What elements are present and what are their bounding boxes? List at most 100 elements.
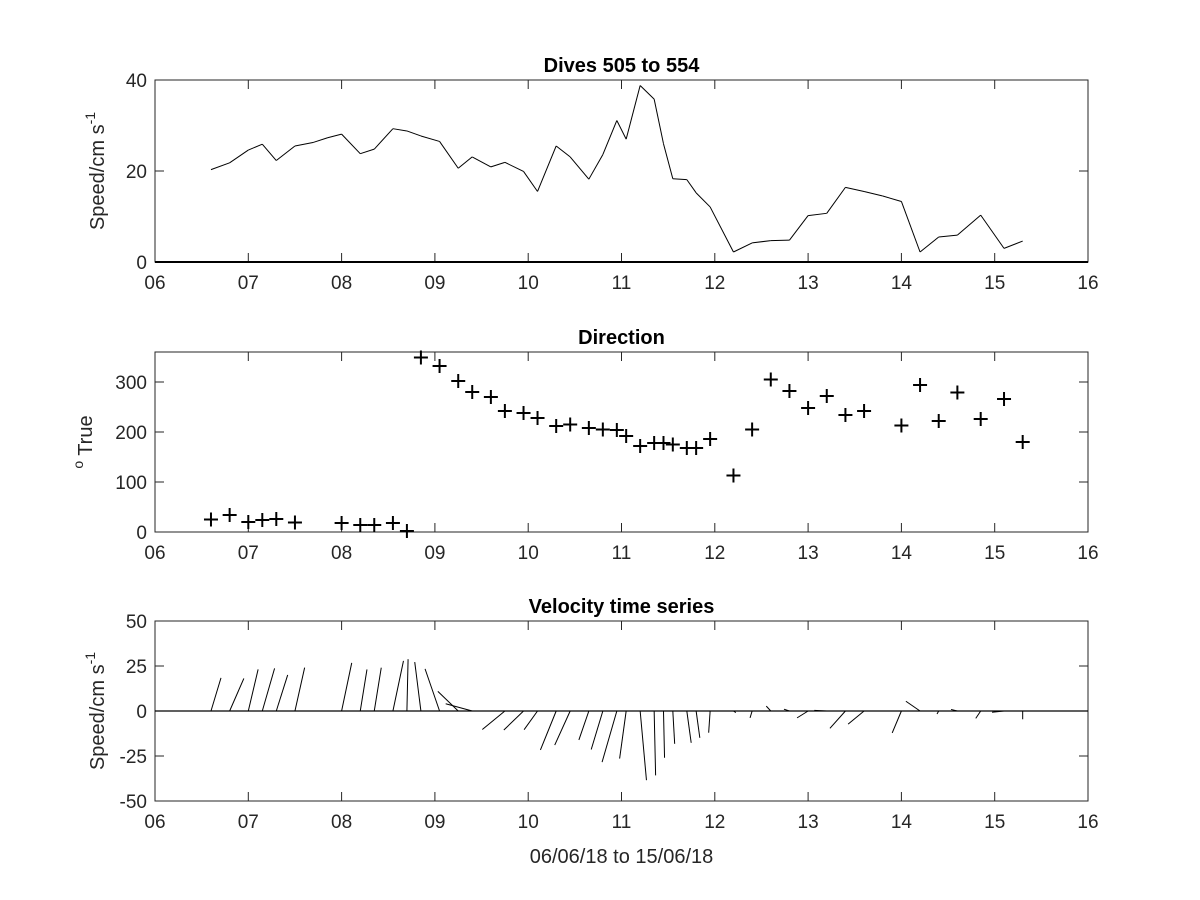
velocity-stick: [991, 710, 1005, 713]
velocity-stick: [653, 710, 657, 776]
y-axis-label: o True: [70, 415, 97, 468]
direction-point: [269, 512, 284, 526]
direction-point: [255, 513, 270, 527]
y-tick-label: 200: [115, 423, 147, 444]
x-tick-label: 14: [891, 543, 913, 564]
direction-point: [595, 422, 610, 437]
x-tick-label: 09: [424, 812, 445, 833]
speed-line-segment: [523, 171, 538, 192]
speed-line-segment: [210, 162, 230, 171]
speed-line-segment: [686, 179, 697, 194]
x-tick-label: 10: [518, 812, 539, 833]
x-tick-label: 15: [984, 543, 1005, 564]
speed-line-segment: [392, 128, 407, 132]
direction-point: [413, 350, 428, 365]
direction-point: [432, 359, 447, 373]
velocity-stick: [733, 710, 737, 713]
y-tick-label: 100: [115, 473, 147, 494]
x-tick-label: 10: [518, 543, 539, 564]
x-tick-label: 16: [1077, 812, 1098, 833]
speed-line-segment: [625, 85, 641, 140]
x-tick-label: 11: [612, 543, 632, 564]
speed-line-segment: [663, 143, 674, 179]
y-axis-label-main: Speed/cm s: [87, 124, 109, 230]
speed-line-segment: [275, 145, 296, 161]
speed-line-segment: [248, 143, 263, 151]
y-tick-label: 40: [126, 71, 147, 92]
y-tick-label: 20: [126, 162, 147, 183]
panel-direction: 06 07 08 09 10 11 12 13 14 15 16 0 100 200 300 Directio…: [70, 327, 1099, 564]
y-axis-label-superscript: -1: [82, 112, 98, 125]
speed-line-segment: [752, 240, 771, 244]
x-tick-label: 13: [798, 543, 819, 564]
x-tick-label: 15: [984, 273, 1005, 294]
x-tick-label: 08: [331, 543, 352, 564]
y-tick-label: 0: [136, 702, 147, 723]
direction-point: [763, 372, 778, 387]
speed-line-segment: [602, 120, 618, 155]
speed-line-segment: [980, 214, 1005, 249]
velocity-stick: [554, 710, 571, 746]
velocity-stick: [424, 668, 441, 712]
direction-point: [782, 384, 797, 398]
direction-point: [581, 421, 596, 435]
direction-point: [689, 441, 704, 455]
x-axis-label: 06/06/18 to 15/06/18: [530, 846, 714, 868]
x-tick-label: 07: [238, 812, 259, 833]
speed-line-segment: [537, 145, 557, 192]
direction-point: [287, 515, 302, 530]
velocity-stick: [829, 710, 846, 729]
direction-point: [334, 516, 349, 530]
speed-line-segment: [695, 192, 711, 208]
x-tick-label: 09: [424, 273, 445, 294]
y-tick-label: 50: [126, 612, 147, 633]
direction-point: [633, 439, 648, 453]
velocity-stick: [783, 708, 790, 712]
speed-line-segment: [733, 242, 753, 253]
x-tick-label: 08: [331, 812, 352, 833]
x-tick-label: 12: [704, 543, 725, 564]
velocity-stick: [672, 710, 676, 744]
speed-line-segment: [938, 234, 958, 238]
speed-line-segment: [709, 206, 734, 253]
speed-line-segment: [373, 128, 394, 150]
x-tick-label: 07: [238, 273, 259, 294]
y-tick-label: -25: [120, 747, 147, 768]
velocity-stick: [247, 669, 259, 712]
velocity-stick: [373, 667, 382, 712]
direction-point: [913, 378, 928, 392]
plot-area-speed: [154, 79, 1089, 263]
speed-line-segment: [957, 214, 982, 236]
velocity-stick: [523, 710, 538, 730]
y-axis-label: Speed/cm s-1: [82, 652, 109, 770]
direction-point: [703, 432, 718, 446]
direction-point: [619, 429, 634, 443]
velocity-stick: [891, 710, 902, 734]
speed-line-segment: [588, 154, 604, 180]
velocity-stick: [662, 710, 666, 758]
velocity-stick: [210, 677, 222, 712]
direction-point: [549, 419, 564, 433]
direction-point: [745, 422, 760, 437]
direction-point: [563, 417, 578, 432]
direction-point: [530, 411, 545, 425]
speed-line-segment: [555, 145, 571, 158]
y-tick-label: 0: [136, 523, 147, 544]
direction-point: [973, 412, 988, 426]
speed-line-segment: [845, 186, 865, 192]
panel-speed: 06 07 08 09 10 11 12 13 14 15 16 0 20 40 Dives 505 to …: [82, 55, 1099, 294]
velocity-stick: [847, 710, 865, 725]
direction-point: [609, 423, 624, 437]
y-axis-label-main: Speed/cm s: [87, 664, 109, 770]
direction-point: [801, 401, 816, 415]
speed-line-segment: [569, 156, 590, 180]
x-tick-label: 13: [798, 273, 819, 294]
velocity-stick: [765, 705, 772, 712]
velocity-stick: [950, 708, 958, 712]
x-tick-label: 16: [1077, 543, 1098, 564]
velocity-stick: [482, 710, 506, 730]
velocity-stick: [359, 669, 368, 712]
speed-line-segment: [1003, 240, 1023, 249]
x-tick-label: 14: [891, 812, 913, 833]
velocity-stick: [392, 660, 404, 712]
